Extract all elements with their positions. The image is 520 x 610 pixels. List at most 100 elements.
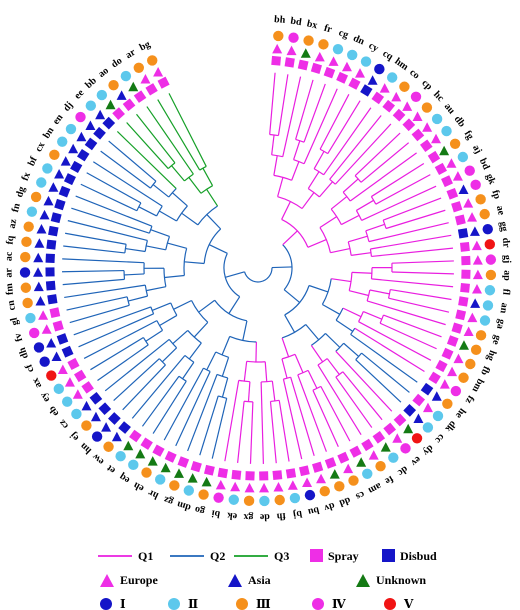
tree-branch-edge — [351, 252, 372, 256]
tree-branch-arc — [184, 354, 195, 363]
tree-branch-edge — [159, 314, 178, 327]
origin-triangle-unknown — [380, 442, 391, 452]
tree-branch-edge — [62, 258, 145, 264]
legend-group5-circle — [384, 598, 396, 610]
group-circle-g3 — [147, 55, 158, 66]
type-square-spray — [297, 59, 309, 71]
type-square-spray — [323, 66, 336, 79]
tip-label: fx — [20, 171, 33, 183]
tip-label: bd — [290, 16, 303, 29]
tree-branch-edge — [295, 79, 314, 140]
tree-branch-edge — [202, 167, 214, 186]
tree-branch-arc — [319, 227, 331, 253]
origin-triangle-asia — [35, 296, 46, 306]
legend-asia-triangle — [228, 574, 242, 587]
group-circle-g5 — [484, 239, 495, 250]
group-circle-g3 — [458, 372, 469, 383]
tree-branch-edge — [163, 367, 204, 441]
group-circle-g1 — [39, 356, 50, 367]
origin-triangle-europe — [41, 324, 52, 334]
origin-triangle-asia — [90, 411, 101, 422]
type-square-spray — [434, 162, 447, 176]
tree-branch-edge — [168, 93, 207, 167]
group-circle-g2 — [183, 485, 195, 496]
legend-disbud-square — [382, 549, 395, 562]
type-square-disbud — [70, 160, 83, 174]
tip-label: bh — [274, 14, 286, 26]
tree-branch-arc — [282, 244, 293, 291]
origin-triangle-europe — [379, 83, 390, 93]
group-circle-g2 — [479, 315, 491, 326]
origin-triangle-unknown — [329, 469, 340, 479]
tree-branch-edge — [126, 122, 169, 169]
tip-label: dc — [395, 463, 410, 478]
tree-branch-edge — [62, 269, 125, 273]
tree-branch-edge — [293, 140, 301, 160]
type-square-spray — [336, 71, 349, 84]
origin-triangle-unknown — [135, 448, 146, 459]
type-square-disbud — [47, 294, 58, 305]
legend-group3-label: Ⅲ — [256, 597, 271, 610]
tree-branch-edge — [64, 284, 146, 299]
origin-triangle-asia — [34, 238, 45, 248]
tree-branch-edge — [83, 320, 158, 359]
tree-branch-edge — [371, 162, 425, 198]
origin-triangle-europe — [72, 389, 83, 399]
legend-q2-label: Q2 — [210, 549, 225, 563]
type-square-spray — [203, 464, 215, 476]
type-square-spray — [217, 467, 229, 479]
origin-triangle-asia — [470, 298, 481, 308]
tip-label: gz — [162, 493, 175, 507]
origin-triangle-europe — [463, 326, 474, 337]
tree-branch-edge — [335, 350, 393, 412]
type-square-spray — [459, 241, 470, 252]
tree-branch-edge — [282, 76, 302, 157]
group-circle-g5 — [46, 370, 57, 381]
tree-branch-edge — [199, 395, 219, 456]
tree-branch-edge — [371, 247, 454, 258]
tree-branch-arc — [244, 400, 253, 403]
tree-branch-arc — [165, 236, 171, 250]
tree-branch-edge — [305, 324, 320, 341]
tree-branch-arc — [136, 202, 142, 211]
origin-triangle-asia — [33, 252, 44, 263]
tree-branch-edge — [291, 161, 300, 181]
tree-branch-arc — [270, 399, 280, 403]
group-circle-g2 — [432, 410, 444, 422]
origin-triangle-asia — [367, 75, 378, 85]
tree-branch-edge — [277, 177, 284, 197]
tree-branch-edge — [188, 177, 202, 194]
type-square-disbud — [457, 228, 469, 239]
tree-branch-edge — [125, 247, 146, 253]
tree-branch-edge — [182, 361, 195, 380]
tip-label: cp — [419, 78, 434, 93]
origin-triangle-europe — [355, 68, 365, 78]
type-square-spray — [460, 282, 470, 293]
origin-triangle-unknown — [173, 468, 184, 478]
origin-triangle-asia — [101, 422, 112, 432]
group-circle-g2 — [71, 408, 82, 420]
tip-label: cq — [381, 48, 396, 63]
tip-label: fv — [12, 332, 25, 343]
tree-branch-arc — [170, 302, 178, 316]
tree-branch-arc — [319, 148, 329, 155]
tree-branch-edge — [361, 352, 410, 393]
tip-label: ej — [68, 430, 81, 443]
tree-branch-edge — [269, 72, 276, 135]
origin-triangle-unknown — [105, 99, 116, 110]
group-circle-g3 — [449, 138, 461, 149]
legend-group1-label: Ⅰ — [120, 597, 126, 610]
type-square-spray — [49, 307, 61, 319]
group-circle-g1 — [374, 63, 385, 75]
origin-triangle-unknown — [128, 81, 139, 92]
tip-label: dk — [442, 418, 458, 434]
tree-branch-edge — [152, 380, 187, 434]
type-square-spray — [271, 55, 282, 66]
type-square-spray — [112, 107, 125, 120]
tree-branch-edge — [158, 210, 177, 222]
tip-label: go — [194, 504, 206, 517]
origin-triangle-asia — [85, 120, 96, 130]
tree-branch-edge — [65, 232, 127, 245]
tree-branch-edge — [138, 206, 157, 217]
group-circle-g3 — [243, 495, 255, 507]
